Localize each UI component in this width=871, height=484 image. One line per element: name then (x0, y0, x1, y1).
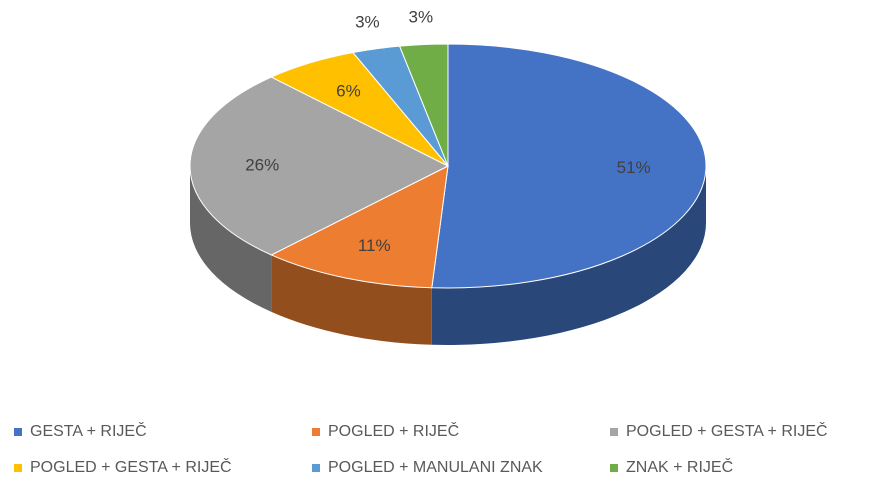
legend-marker (14, 428, 22, 436)
data-label: 6% (336, 81, 361, 100)
legend-label: ZNAK + RIJEČ (626, 457, 733, 476)
legend-label: POGLED + GESTA + RIJEČ (30, 457, 232, 476)
slice (270, 165, 449, 289)
data-label: 11% (358, 236, 391, 255)
legend-label: POGLED + GESTA + RIJEČ (626, 421, 828, 440)
legend-marker (610, 428, 618, 436)
data-label: 3% (355, 12, 380, 31)
slice-side (271, 254, 432, 345)
slice-side (431, 166, 706, 345)
legend-label: GESTA + RIJEČ (30, 421, 147, 440)
data-label: 51% (617, 158, 651, 177)
slice (189, 76, 450, 256)
data-label: 26% (245, 155, 279, 174)
legend-marker (312, 428, 320, 436)
slice (431, 43, 707, 289)
legend-marker (312, 464, 320, 472)
slice-side (190, 166, 272, 312)
legend-label: POGLED + RIJEČ (328, 421, 459, 440)
legend-label: POGLED + MANULANI ZNAK (328, 459, 543, 476)
legend-marker (14, 464, 22, 472)
legend-marker (610, 464, 618, 472)
data-label: 3% (409, 7, 434, 26)
slice (398, 43, 449, 167)
